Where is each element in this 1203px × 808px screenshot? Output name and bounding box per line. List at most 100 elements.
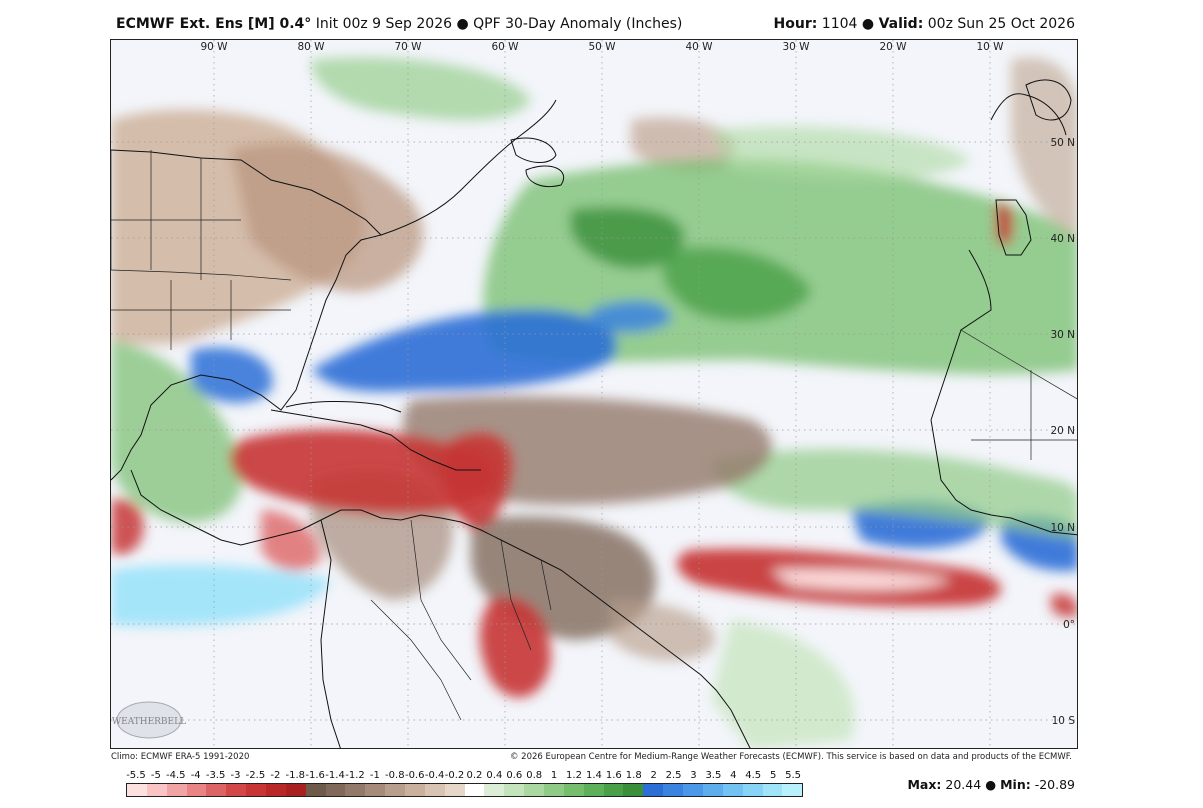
bullet-separator: ●	[985, 777, 997, 792]
colorbar-tick-label: -5.5	[126, 770, 146, 781]
colorbar-swatch	[345, 784, 366, 796]
hour-value: 1104	[821, 16, 858, 32]
climo-note: Climo: ECMWF ERA-5 1991-2020	[111, 752, 250, 762]
hour-label: Hour:	[773, 16, 818, 32]
lon-label: 40 W	[685, 41, 713, 53]
colorbar-tick-label: -0.8	[385, 770, 405, 781]
lat-label: 20 N	[1050, 425, 1075, 437]
min-value: -20.89	[1034, 777, 1075, 792]
colorbar-tick-label: -2	[270, 770, 281, 781]
model-name: ECMWF Ext. Ens [M] 0.4	[116, 16, 305, 32]
colorbar-swatch	[663, 784, 684, 796]
colorbar-swatch	[365, 784, 386, 796]
colorbar-tick-label: 4.5	[745, 770, 762, 781]
lat-label: 10 N	[1050, 522, 1075, 534]
graticule	[111, 40, 1077, 748]
lon-label: 70 W	[394, 41, 422, 53]
chart-title: ECMWF Ext. Ens [M] 0.4° Init 00z 9 Sep 2…	[116, 16, 682, 32]
colorbar-tick-label: -0.4	[424, 770, 445, 781]
colorbar	[126, 783, 803, 797]
colorbar-tick-label: 0.8	[526, 770, 543, 781]
colorbar-swatch	[524, 784, 545, 796]
product-name: QPF 30-Day Anomaly (Inches)	[473, 16, 683, 32]
colorbar-swatch	[643, 784, 664, 796]
lat-label: 40 N	[1050, 233, 1075, 245]
bullet-separator: ●	[456, 16, 469, 32]
lon-label: 30 W	[782, 41, 810, 53]
colorbar-swatch	[464, 784, 485, 796]
colorbar-tick-label: 1.4	[585, 770, 602, 781]
colorbar-tick-label: 2	[650, 770, 657, 781]
colorbar-tick-label: -1.4	[325, 770, 345, 781]
colorbar-swatch	[742, 784, 763, 796]
max-min-stats: Max: 20.44 ● Min: -20.89	[907, 777, 1075, 792]
colorbar-tick-label: 3	[690, 770, 697, 781]
colorbar-swatch	[702, 784, 723, 796]
colorbar-swatch	[782, 784, 803, 796]
colorbar-swatch	[484, 784, 505, 796]
colorbar-swatch	[544, 784, 564, 796]
colorbar-tick-label: -4.5	[166, 770, 186, 781]
colorbar-swatch	[563, 784, 584, 796]
longitude-labels: 90 W 80 W 70 W 60 W 50 W 40 W 30 W 20 W …	[200, 41, 1004, 53]
colorbar-swatch	[206, 784, 227, 796]
degree-symbol: °	[304, 16, 312, 32]
colorbar-tick-label: 1.2	[566, 770, 582, 781]
colorbar-swatch	[246, 784, 267, 796]
lon-label: 60 W	[491, 41, 519, 53]
lon-label: 20 W	[879, 41, 907, 53]
colorbar-tick-label: 0.4	[486, 770, 503, 781]
colorbar-tick-label: 1.6	[605, 770, 622, 781]
colorbar-swatch	[186, 784, 207, 796]
valid-label: Valid:	[878, 16, 924, 32]
colorbar-tick-label: 0.6	[506, 770, 523, 781]
colorbar-tick-label: -1	[369, 770, 380, 781]
colorbar-swatch	[285, 784, 306, 796]
weatherbell-logo: WEATHERBELL	[112, 701, 186, 739]
colorbar-tick-label: 4	[730, 770, 737, 781]
lat-label: 50 N	[1050, 137, 1075, 149]
colorbar-swatch	[444, 784, 465, 796]
lon-label: 10 W	[976, 41, 1004, 53]
colorbar-swatch	[385, 784, 406, 796]
coastlines	[111, 79, 1077, 748]
colorbar-tick-label: 0.2	[466, 770, 483, 781]
anomaly-map[interactable]: 90 W 80 W 70 W 60 W 50 W 40 W 30 W 20 W …	[110, 39, 1078, 749]
lon-label: 80 W	[297, 41, 325, 53]
lat-label: 30 N	[1050, 329, 1075, 341]
max-label: Max:	[907, 777, 942, 792]
colorbar-swatch	[623, 784, 644, 796]
valid-value: 00z Sun 25 Oct 2026	[927, 16, 1075, 32]
colorbar-tick-label: 2.5	[665, 770, 682, 781]
min-label: Min:	[1000, 777, 1031, 792]
colorbar-swatch	[762, 784, 783, 796]
colorbar-swatch	[266, 784, 286, 796]
init-time: Init 00z 9 Sep 2026	[315, 16, 453, 32]
svg-text:WEATHERBELL: WEATHERBELL	[112, 717, 186, 727]
colorbar-swatch	[305, 784, 326, 796]
colorbar-swatch	[226, 784, 247, 796]
colorbar-swatch	[603, 784, 624, 796]
anomaly-field	[111, 57, 1077, 748]
colorbar-tick-label: -1.6	[305, 770, 325, 781]
colorbar-tick-label: -1.2	[345, 770, 365, 781]
valid-time: Hour: 1104 ● Valid: 00z Sun 25 Oct 2026	[774, 16, 1075, 32]
colorbar-swatch	[722, 784, 743, 796]
colorbar-tick-label: -4	[190, 770, 201, 781]
colorbar-tick-label: 3.5	[705, 770, 722, 781]
colorbar-swatch	[583, 784, 604, 796]
colorbar-swatch	[683, 784, 703, 796]
colorbar-tick-label: -3.5	[205, 770, 226, 781]
colorbar-swatch	[127, 784, 147, 796]
colorbar-tick-label: -5	[150, 770, 161, 781]
borders	[111, 150, 1077, 721]
bullet-separator: ●	[861, 16, 875, 32]
colorbar-swatch	[146, 784, 167, 796]
colorbar-labels: -5.5 -5 -4.5 -4 -3.5 -3 -2.5 -2 -1.8 -1.6 -1.4 -1.2…	[126, 770, 803, 782]
lon-label: 50 W	[588, 41, 616, 53]
colorbar-tick-label: 5.5	[785, 770, 801, 781]
colorbar-swatch	[166, 784, 187, 796]
colorbar-swatch	[424, 784, 445, 796]
colorbar-tick-label: -0.6	[404, 770, 425, 781]
latitude-labels: 50 N 40 N 30 N 20 N 10 N 0° 10 S	[1050, 137, 1075, 727]
